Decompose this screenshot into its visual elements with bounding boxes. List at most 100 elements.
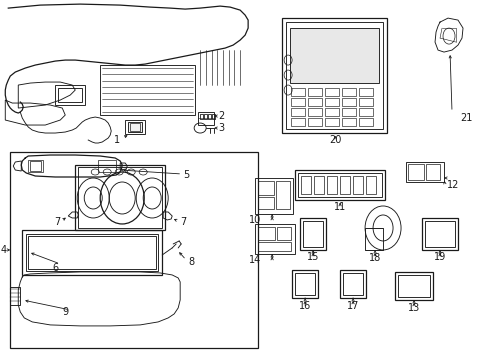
Text: 3: 3: [218, 123, 224, 133]
Bar: [325, 88, 338, 96]
Bar: [352, 176, 362, 194]
Bar: [405, 162, 443, 182]
Bar: [258, 197, 274, 209]
Text: 6: 6: [52, 263, 58, 273]
Bar: [358, 108, 372, 116]
Bar: [358, 118, 372, 126]
Bar: [200, 114, 203, 119]
Bar: [290, 118, 305, 126]
Bar: [212, 114, 215, 119]
Bar: [407, 164, 423, 180]
Bar: [22, 230, 162, 275]
Text: 15: 15: [306, 252, 319, 262]
Bar: [342, 108, 355, 116]
Bar: [342, 118, 355, 126]
Bar: [424, 221, 454, 247]
Text: 16: 16: [298, 301, 310, 311]
Text: 11: 11: [333, 202, 346, 212]
Bar: [298, 173, 381, 197]
Text: 7: 7: [180, 217, 186, 227]
Bar: [198, 112, 214, 125]
Bar: [394, 272, 432, 300]
Bar: [258, 242, 290, 251]
Text: 12: 12: [446, 180, 458, 190]
Bar: [75, 165, 165, 230]
Bar: [303, 221, 323, 247]
Bar: [200, 114, 203, 119]
Bar: [98, 160, 116, 172]
Bar: [325, 98, 338, 106]
Bar: [282, 18, 386, 133]
Bar: [326, 176, 336, 194]
Bar: [204, 114, 207, 119]
Bar: [277, 227, 290, 240]
Bar: [289, 28, 378, 83]
Bar: [339, 176, 349, 194]
Text: 20: 20: [328, 135, 341, 145]
Bar: [26, 234, 158, 271]
Text: 10: 10: [248, 215, 261, 225]
Bar: [290, 88, 305, 96]
Text: 19: 19: [433, 252, 445, 262]
Bar: [290, 108, 305, 116]
Bar: [425, 164, 439, 180]
Bar: [258, 181, 274, 195]
Bar: [325, 108, 338, 116]
Text: 13: 13: [407, 303, 419, 313]
Bar: [255, 178, 292, 214]
Bar: [208, 114, 211, 119]
Bar: [258, 227, 275, 240]
Bar: [285, 22, 382, 129]
Bar: [30, 161, 41, 171]
Bar: [204, 114, 207, 119]
Text: 5: 5: [183, 170, 189, 180]
Bar: [290, 98, 305, 106]
Bar: [339, 270, 366, 298]
Bar: [208, 114, 211, 119]
Bar: [128, 122, 142, 132]
Text: 17: 17: [346, 301, 359, 311]
Bar: [55, 85, 85, 105]
Text: 21: 21: [459, 113, 471, 123]
Bar: [307, 88, 322, 96]
Bar: [358, 88, 372, 96]
Bar: [58, 88, 82, 102]
Bar: [397, 275, 429, 297]
Text: 4: 4: [0, 245, 6, 255]
Bar: [307, 108, 322, 116]
Bar: [325, 118, 338, 126]
Text: 14: 14: [248, 255, 261, 265]
Bar: [358, 98, 372, 106]
Bar: [342, 98, 355, 106]
Bar: [255, 224, 295, 254]
Bar: [100, 65, 195, 115]
Bar: [342, 88, 355, 96]
Bar: [366, 176, 375, 194]
Text: 18: 18: [368, 253, 381, 263]
Bar: [307, 98, 322, 106]
Bar: [10, 152, 258, 348]
Bar: [28, 236, 156, 269]
Bar: [295, 273, 314, 295]
Text: 8: 8: [188, 257, 194, 267]
Bar: [313, 176, 324, 194]
Bar: [365, 228, 382, 250]
Text: 7: 7: [54, 217, 60, 227]
Bar: [125, 120, 145, 134]
Bar: [421, 218, 457, 250]
Bar: [300, 218, 325, 250]
Bar: [301, 176, 310, 194]
Text: 1: 1: [114, 135, 120, 145]
Bar: [212, 114, 215, 119]
Bar: [307, 118, 322, 126]
Text: 2: 2: [218, 111, 224, 121]
Bar: [28, 160, 43, 172]
Text: 9: 9: [62, 307, 68, 317]
Bar: [343, 273, 362, 295]
Bar: [276, 181, 289, 209]
Bar: [295, 170, 384, 200]
Bar: [10, 287, 20, 305]
Bar: [78, 167, 162, 228]
Bar: [130, 123, 140, 131]
Bar: [291, 270, 318, 298]
